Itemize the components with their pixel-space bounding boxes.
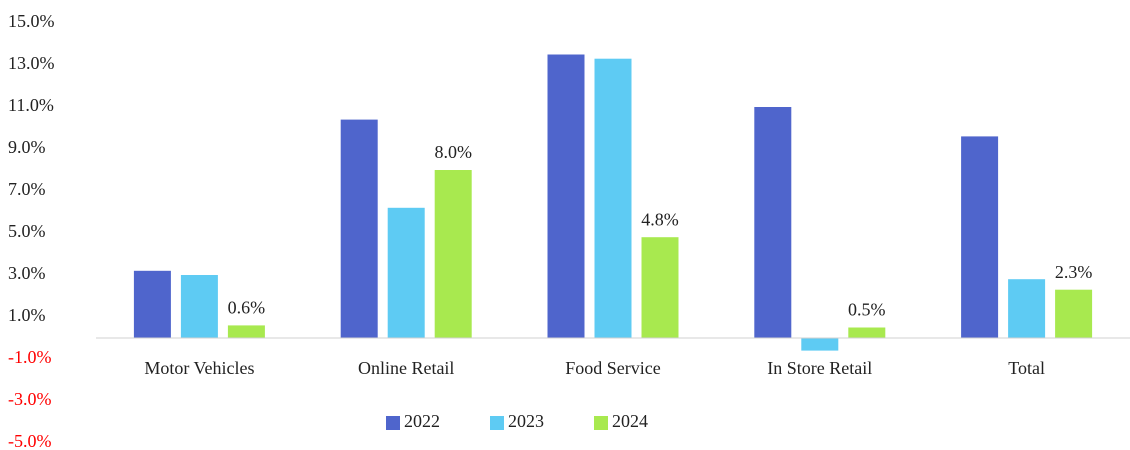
bar <box>961 136 999 338</box>
y-tick-label: 3.0% <box>8 263 46 283</box>
y-tick-label: 9.0% <box>8 137 46 157</box>
x-tick-label: Online Retail <box>358 358 454 378</box>
legend-label: 2022 <box>404 411 440 431</box>
y-tick-label: -5.0% <box>8 431 52 450</box>
legend-swatch <box>594 416 608 430</box>
y-tick-label: 7.0% <box>8 179 46 199</box>
data-label: 2.3% <box>1055 262 1093 282</box>
bar <box>641 237 679 338</box>
bar <box>547 54 585 338</box>
bar <box>801 338 839 351</box>
bar <box>227 325 265 338</box>
legend-swatch <box>490 416 504 430</box>
x-tick-label: Motor Vehicles <box>144 358 254 378</box>
y-tick-label: 15.0% <box>8 11 55 31</box>
bar <box>848 327 886 338</box>
x-tick-label: In Store Retail <box>767 358 872 378</box>
x-tick-label: Food Service <box>565 358 660 378</box>
y-tick-label: -1.0% <box>8 347 52 367</box>
data-label: 0.5% <box>848 300 886 320</box>
bar <box>1055 289 1093 338</box>
data-label: 8.0% <box>434 142 472 162</box>
y-tick-label: 13.0% <box>8 53 55 73</box>
legend-swatch <box>386 416 400 430</box>
x-tick-label: Total <box>1008 358 1045 378</box>
bar <box>340 119 378 338</box>
data-label: 0.6% <box>228 298 266 318</box>
bar <box>180 275 218 338</box>
bar <box>387 207 425 338</box>
bar <box>434 170 472 338</box>
legend-label: 2023 <box>508 411 544 431</box>
y-tick-label: 5.0% <box>8 221 46 241</box>
y-tick-label: 1.0% <box>8 305 46 325</box>
bar <box>133 270 171 338</box>
bar <box>1008 279 1046 338</box>
data-label: 4.8% <box>641 209 679 229</box>
legend-label: 2024 <box>612 411 648 431</box>
y-tick-label: 11.0% <box>8 95 54 115</box>
bar <box>594 58 632 338</box>
y-tick-label: -3.0% <box>8 389 52 409</box>
bar <box>754 107 792 338</box>
